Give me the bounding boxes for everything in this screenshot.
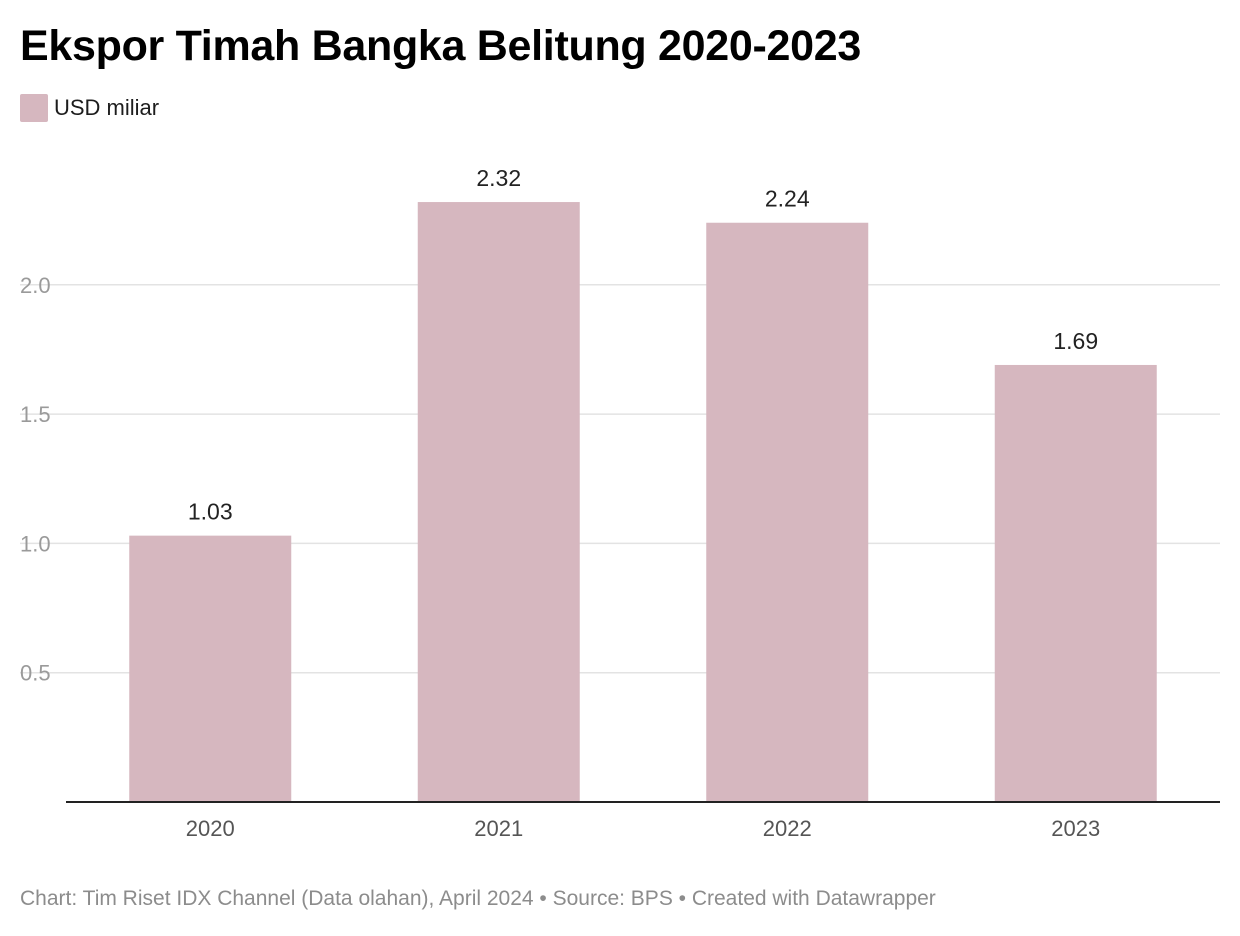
data-label: 1.69 xyxy=(1053,328,1098,354)
bar-2021 xyxy=(417,202,580,803)
x-tick-label: 2021 xyxy=(474,816,523,841)
legend-label: USD miliar xyxy=(54,95,160,120)
y-tick-label: 1.5 xyxy=(20,402,51,427)
data-label: 2.24 xyxy=(765,186,810,212)
chart-footer: Chart: Tim Riset IDX Channel (Data olaha… xyxy=(20,887,936,910)
x-tick-label: 2023 xyxy=(1051,816,1100,841)
x-tick-label: 2020 xyxy=(186,816,235,841)
y-tick-label: 2.0 xyxy=(20,273,51,298)
data-label: 1.03 xyxy=(188,499,233,525)
chart-title: Ekspor Timah Bangka Belitung 2020-2023 xyxy=(20,22,861,70)
y-tick-label: 0.5 xyxy=(20,661,51,686)
legend: USD miliar xyxy=(20,93,159,123)
bar-2023 xyxy=(994,364,1157,802)
y-tick-label: 1.0 xyxy=(20,531,51,556)
legend-swatch xyxy=(20,94,48,122)
data-label: 2.32 xyxy=(476,165,521,191)
bar-2020 xyxy=(129,535,292,802)
x-tick-label: 2022 xyxy=(763,816,812,841)
bar-2022 xyxy=(706,222,869,803)
